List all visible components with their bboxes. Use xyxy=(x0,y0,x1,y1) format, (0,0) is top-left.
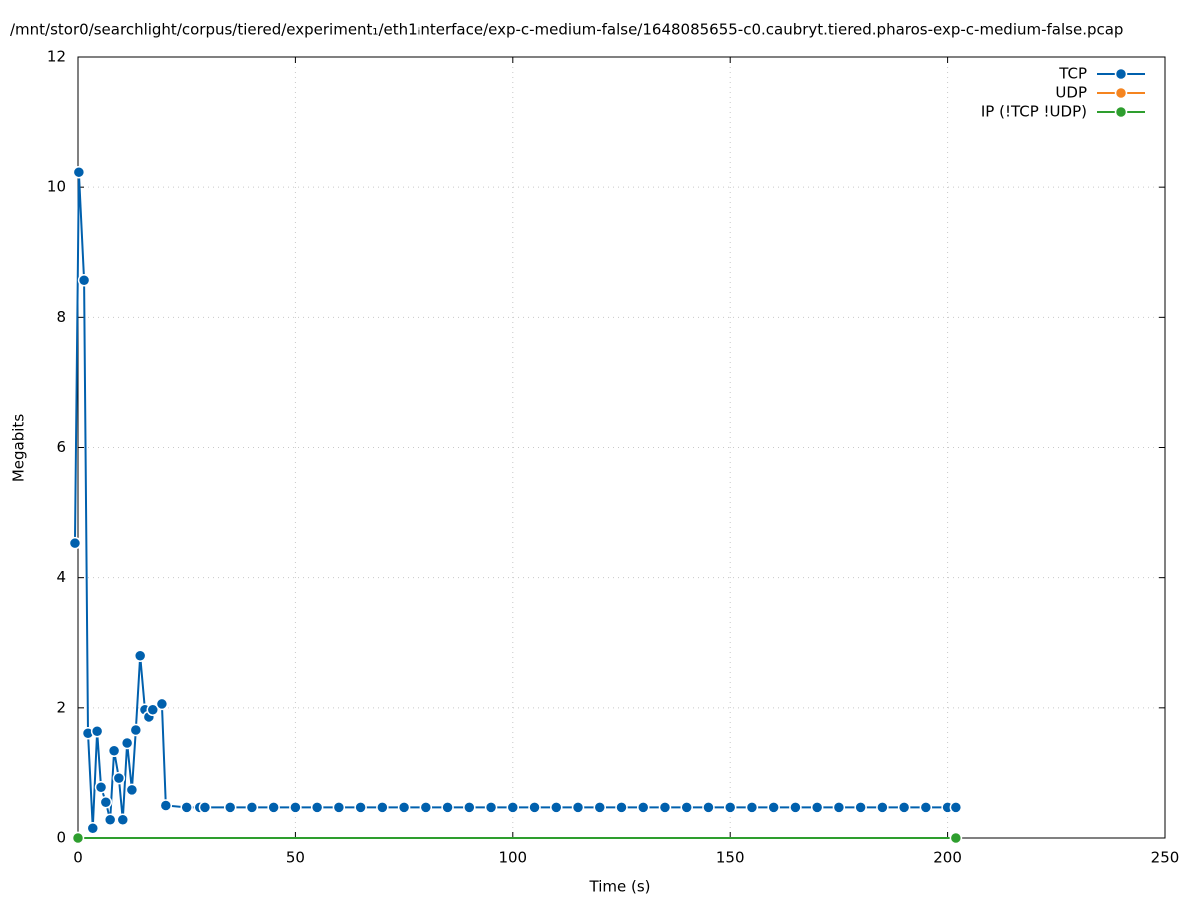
x-tick-label: 200 xyxy=(933,849,962,867)
data-point xyxy=(789,801,802,814)
data-point xyxy=(854,801,867,814)
data-point xyxy=(90,725,104,738)
legend-label: IP (!TCP !UDP) xyxy=(981,103,1087,121)
data-point xyxy=(810,801,824,814)
legend-marker xyxy=(1114,67,1128,81)
data-point xyxy=(919,801,933,814)
data-point xyxy=(658,801,672,814)
series-line xyxy=(73,172,956,829)
data-point xyxy=(528,801,541,814)
data-point xyxy=(463,801,476,814)
y-tick-label: 4 xyxy=(56,568,66,586)
data-point xyxy=(397,801,411,814)
data-point xyxy=(94,780,108,794)
x-axis-label: Time (s) xyxy=(589,878,651,896)
data-point xyxy=(550,801,563,814)
y-tick-label: 6 xyxy=(56,438,66,456)
y-tick-label: 12 xyxy=(47,48,66,66)
x-tick-label: 50 xyxy=(286,849,305,867)
data-point xyxy=(68,536,82,550)
data-point xyxy=(245,801,259,814)
data-point xyxy=(332,801,346,814)
data-point xyxy=(112,771,126,785)
data-point xyxy=(702,801,715,814)
data-point xyxy=(949,831,963,845)
data-point xyxy=(103,813,117,827)
legend-marker xyxy=(1114,105,1128,119)
data-point xyxy=(876,801,889,814)
y-tick-label: 8 xyxy=(56,308,66,326)
y-tick-label: 10 xyxy=(47,178,66,196)
data-point xyxy=(146,703,160,717)
data-point xyxy=(767,801,780,814)
data-point xyxy=(125,783,139,797)
data-point xyxy=(133,649,147,663)
y-tick-label: 2 xyxy=(56,698,66,716)
y-axis-label: Megabits xyxy=(10,414,28,482)
data-point xyxy=(180,801,193,814)
x-tick-label: 150 xyxy=(716,849,745,867)
data-point xyxy=(484,801,498,814)
data-point xyxy=(120,736,134,750)
plot-border xyxy=(77,56,1166,839)
data-point xyxy=(77,273,91,287)
legend-label: UDP xyxy=(1055,84,1087,102)
data-point xyxy=(745,801,759,814)
y-tick-label: 0 xyxy=(56,829,66,847)
data-point xyxy=(419,801,433,814)
x-tick-label: 100 xyxy=(498,849,527,867)
data-point xyxy=(198,801,212,814)
x-tick-label: 0 xyxy=(73,849,83,867)
data-point xyxy=(223,801,237,814)
data-point xyxy=(680,801,693,814)
data-point xyxy=(832,801,846,814)
data-point xyxy=(155,697,169,711)
data-point xyxy=(72,165,86,179)
data-point xyxy=(949,801,963,814)
legend-label: TCP xyxy=(1058,65,1087,83)
data-point xyxy=(86,821,100,835)
data-point xyxy=(506,801,520,814)
legend-marker xyxy=(1114,86,1128,100)
data-point xyxy=(723,801,737,814)
data-point xyxy=(116,813,130,827)
chart-title: /mnt/stor0/searchlight/corpus/tiered/exp… xyxy=(10,21,1123,39)
data-point xyxy=(897,801,911,814)
data-point xyxy=(99,795,113,809)
data-point xyxy=(107,744,121,758)
data-point xyxy=(310,801,324,814)
data-point xyxy=(129,723,143,737)
data-point xyxy=(593,801,607,814)
data-point xyxy=(636,801,650,814)
data-point xyxy=(354,801,367,814)
data-point xyxy=(615,801,628,814)
data-point xyxy=(289,801,302,814)
data-point xyxy=(571,801,585,814)
data-point xyxy=(441,801,454,814)
x-tick-label: 250 xyxy=(1151,849,1180,867)
data-point xyxy=(71,831,85,845)
data-point xyxy=(159,799,173,812)
data-point xyxy=(267,801,280,814)
data-point xyxy=(376,801,389,814)
